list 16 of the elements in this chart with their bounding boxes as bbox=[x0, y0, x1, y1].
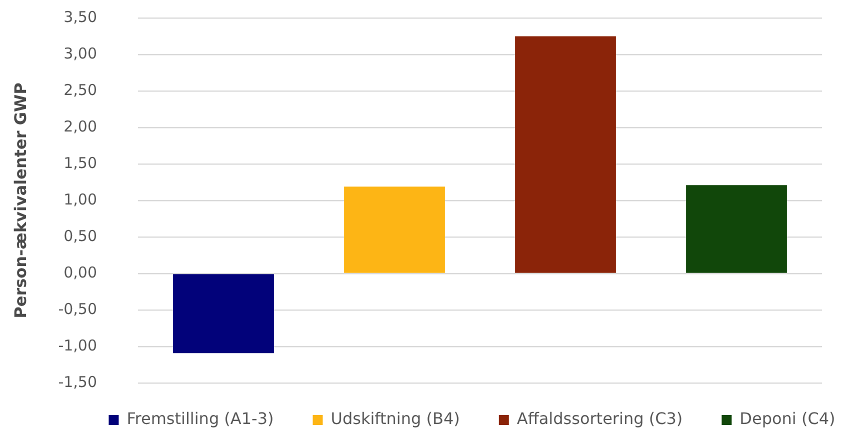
y-tick-label: 1,00 bbox=[64, 190, 97, 208]
y-tick-label: 0,50 bbox=[64, 226, 97, 245]
y-tick-label: -1,00 bbox=[58, 336, 97, 354]
y-tick-label: 0,00 bbox=[64, 263, 97, 282]
y-tick-label: 3,00 bbox=[64, 44, 97, 62]
y-tick-label: 2,50 bbox=[64, 80, 97, 99]
y-tick-label: 2,00 bbox=[64, 117, 97, 136]
y-axis-title: Person-ækvivalenter GWP bbox=[10, 82, 30, 318]
y-tick-label: 3,50 bbox=[64, 8, 97, 26]
legend-label: Udskiftning (B4) bbox=[330, 409, 460, 428]
legend-label: Fremstilling (A1-3) bbox=[126, 409, 274, 428]
y-tick-label: -1,50 bbox=[58, 372, 97, 391]
legend-label: Deponi (C4) bbox=[740, 409, 836, 428]
y-tick-label: 1,50 bbox=[64, 154, 97, 172]
y-tick-label: -0,50 bbox=[58, 300, 97, 318]
legend-label: Affaldssortering (C3) bbox=[516, 409, 683, 428]
